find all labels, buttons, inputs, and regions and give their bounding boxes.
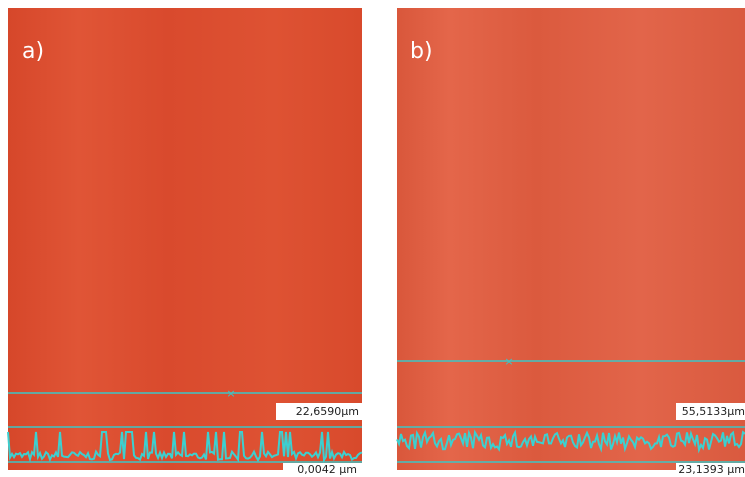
lower-value: 0,0042 µm [297,463,357,476]
panel-b: b) × 55,5133µm 23,1393 µm [396,8,745,477]
panel-label: a) [22,39,44,64]
value-box [283,463,362,477]
upper-value: 22,6590µm [296,405,359,418]
value-box [276,403,362,420]
lower-value: 23,1393 µm [678,463,745,476]
value-box [676,463,745,477]
marker: × [226,387,235,400]
panel-a: a) × 22,6590µm 0,0042 µm [7,8,363,477]
micrograph [397,8,745,470]
upper-value: 55,5133µm [682,405,745,418]
surface-profile [396,429,745,454]
surface-profile [7,431,363,464]
micrograph [8,8,362,470]
marker: × [504,355,513,368]
value-box [676,403,745,420]
panel-label: b) [410,39,433,64]
